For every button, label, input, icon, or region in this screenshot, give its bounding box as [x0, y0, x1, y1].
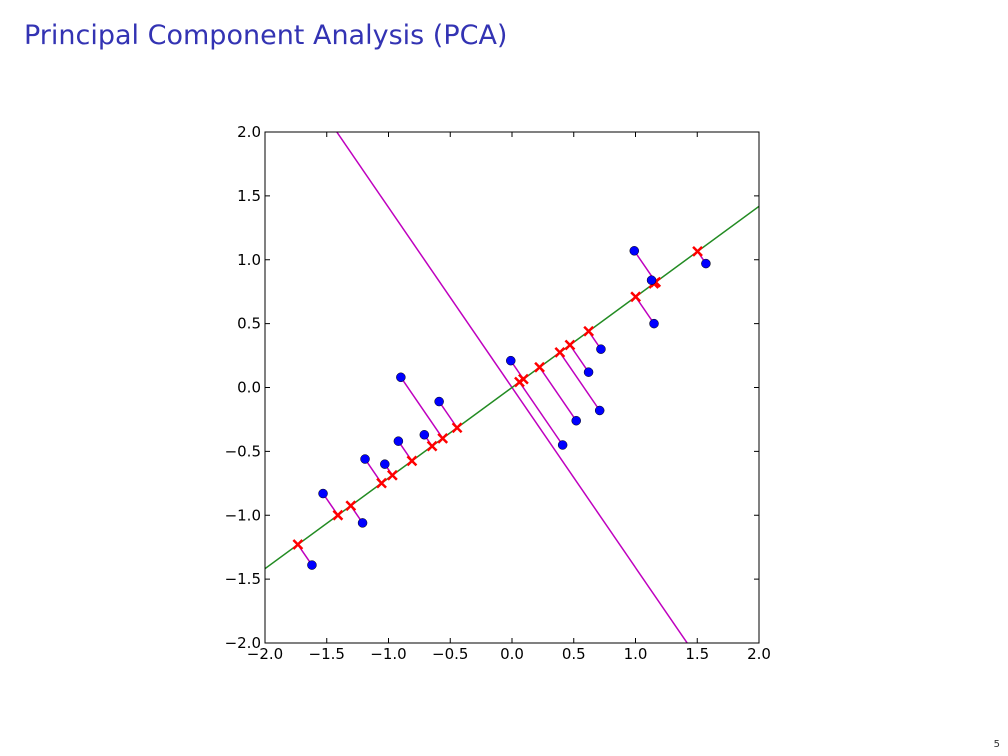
projection-link	[400, 376, 444, 439]
data-point	[318, 488, 328, 499]
x-tick-label: 0.5	[562, 645, 586, 663]
projection-link	[559, 351, 601, 411]
y-tick-label: −2.0	[225, 634, 261, 652]
projected-point	[564, 339, 576, 351]
projected-point	[406, 455, 418, 467]
projected-point	[583, 325, 595, 337]
data-point	[571, 415, 581, 426]
projected-point	[345, 500, 357, 512]
projected-point	[292, 539, 304, 550]
projected-point	[692, 246, 703, 257]
x-tick-label: 0.0	[500, 645, 524, 663]
data-point	[393, 436, 404, 446]
data-point	[357, 518, 368, 528]
data-point	[646, 275, 657, 285]
y-tick-label: 1.0	[237, 251, 261, 269]
data-point	[380, 459, 390, 469]
data-point	[557, 440, 568, 450]
data-point	[649, 318, 659, 329]
data-point	[594, 405, 605, 416]
data-point	[583, 367, 594, 377]
x-tick-label: 1.0	[624, 645, 648, 663]
slide-title: Principal Component Analysis (PCA)	[24, 20, 508, 51]
data-point	[419, 430, 430, 440]
page-number: 5	[993, 739, 1000, 750]
projected-point	[630, 291, 642, 303]
y-tick-label: 0.0	[237, 379, 261, 397]
y-tick-label: −1.0	[225, 506, 261, 524]
y-tick-label: −1.5	[225, 570, 261, 588]
projection-link	[538, 366, 577, 422]
projected-point	[514, 376, 525, 388]
projected-point	[437, 432, 449, 444]
projection-link	[518, 381, 564, 446]
projected-point	[426, 440, 438, 452]
projected-point	[451, 422, 463, 434]
projected-point	[376, 477, 387, 489]
data-point	[506, 355, 516, 366]
x-tick-label: 2.0	[747, 645, 771, 663]
data-point	[434, 396, 444, 407]
x-tick-label: −1.0	[370, 645, 406, 663]
y-tick-label: −0.5	[225, 442, 261, 460]
projected-point	[534, 361, 545, 373]
projected-point	[332, 509, 344, 521]
y-tick-label: 1.5	[237, 187, 261, 205]
data-point	[307, 560, 317, 570]
x-tick-label: −1.5	[309, 645, 345, 663]
y-tick-label: 2.0	[237, 123, 261, 141]
projected-point	[554, 347, 566, 358]
projected-point	[387, 469, 398, 481]
x-tick-label: −0.5	[432, 645, 468, 663]
data-point	[396, 372, 406, 383]
data-point	[360, 454, 370, 464]
x-tick-label: 1.5	[685, 645, 709, 663]
x-tick-label: −2.0	[247, 645, 283, 663]
y-tick-label: 0.5	[237, 315, 261, 333]
data-point	[701, 258, 711, 269]
axis-ticks: −2.0 −1.5 −1.0 −0.5 0.0 0.5 1.0 1.5 2.0 −2.0 −1.5 −…	[225, 123, 771, 663]
plot-content	[265, 132, 759, 643]
data-point	[596, 344, 606, 354]
data-point	[629, 246, 640, 256]
